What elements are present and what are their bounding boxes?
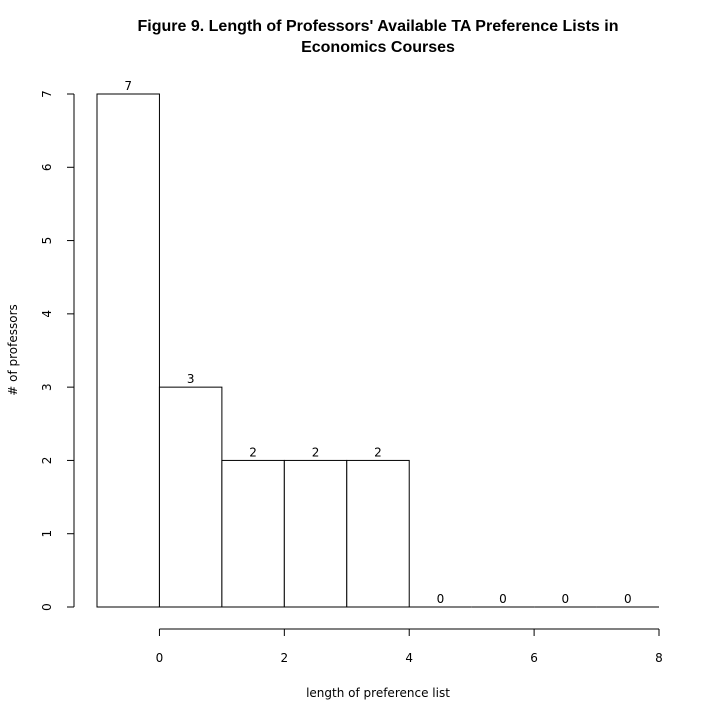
chart-title-line-1: Figure 9. Length of Professors' Availabl…	[138, 18, 619, 35]
bar-value-label: 2	[374, 445, 382, 459]
y-tick-label: 1	[40, 530, 54, 538]
histogram-bar	[158, 386, 223, 608]
chart-title-line-2: Economics Courses	[301, 39, 455, 56]
bar-value-label: 0	[437, 592, 445, 606]
bar-value-label: 3	[187, 372, 195, 386]
bar-value-label: 0	[562, 592, 570, 606]
bar-value-label: 7	[124, 79, 132, 93]
bar-value-label: 0	[499, 592, 507, 606]
y-tick-label: 0	[40, 603, 54, 611]
x-tick-label: 0	[156, 651, 164, 665]
x-tick-label: 2	[281, 651, 289, 665]
y-axis: 0 1 2 3 4 5 6 7	[40, 90, 75, 611]
y-tick-label: 7	[40, 90, 54, 98]
y-axis-label: # of professors	[6, 304, 20, 396]
histogram-bar	[346, 459, 410, 608]
histogram-bar	[221, 459, 285, 608]
y-tick-label: 4	[40, 310, 54, 318]
bar-value-label: 0	[624, 592, 632, 606]
x-tick-label: 6	[530, 651, 538, 665]
y-tick-label: 3	[40, 383, 54, 391]
histogram-bar	[283, 459, 348, 608]
bar-value-label: 2	[312, 445, 320, 459]
x-tick-label: 4	[405, 651, 413, 665]
bar-value-label: 2	[249, 445, 257, 459]
histogram-bar	[96, 93, 160, 608]
y-tick-label: 2	[40, 457, 54, 465]
x-axis-label: length of preference list	[306, 686, 450, 700]
y-tick-label: 5	[40, 237, 54, 245]
x-tick-label: 8	[655, 651, 663, 665]
bars-layer	[96, 93, 659, 608]
y-tick-label: 6	[40, 163, 54, 171]
value-labels-layer: 7 3 2 2 2 0 0 0 0	[124, 79, 631, 606]
x-axis: 0 2 4 6 8	[156, 628, 663, 665]
